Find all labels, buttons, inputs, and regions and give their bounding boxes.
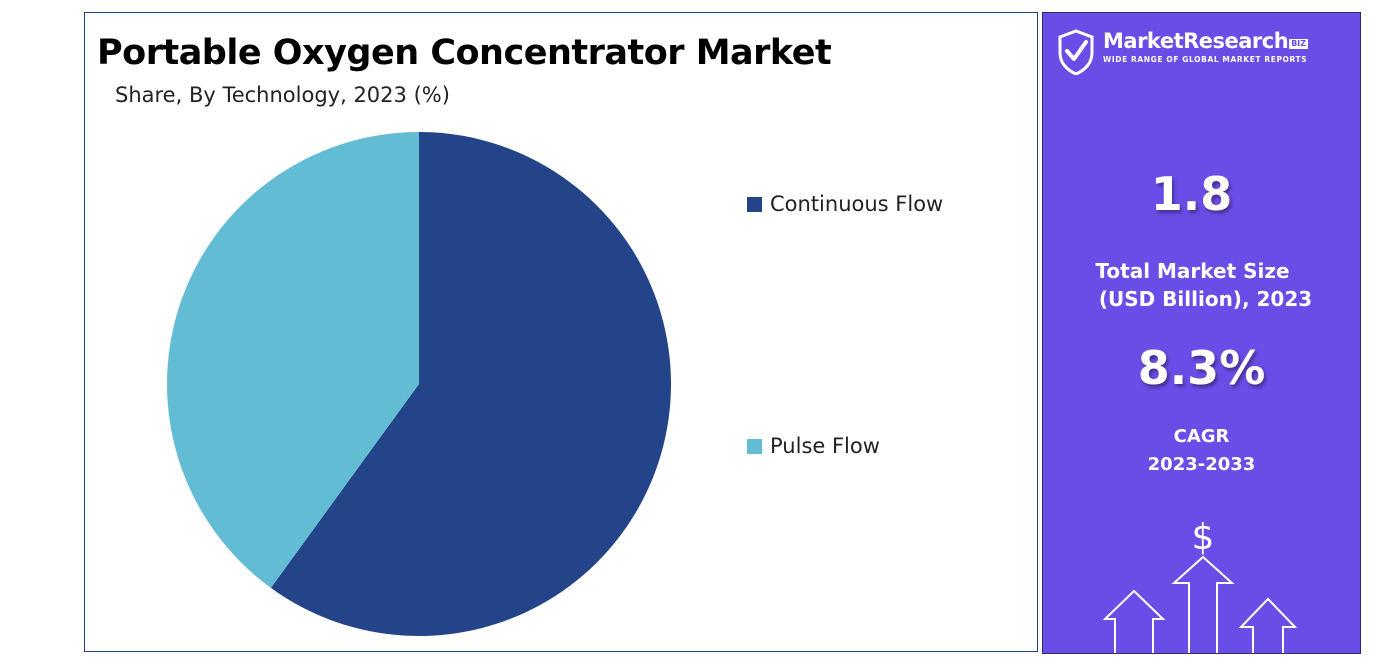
legend-item-continuous-flow: Continuous Flow [747, 189, 943, 219]
market-size-label-line1: Total Market Size [1095, 259, 1290, 283]
pie-slice-continuous-flow [270, 132, 671, 636]
brand-badge: BIZ [1289, 39, 1309, 49]
brand-logo: MarketResearch BIZ WIDE RANGE OF GLOBAL M… [1057, 29, 1309, 75]
chart-subtitle: Share, By Technology, 2023 (%) [115, 83, 450, 107]
brand-tagline: WIDE RANGE OF GLOBAL MARKET REPORTS [1103, 55, 1308, 64]
chart-title: Portable Oxygen Concentrator Market [97, 33, 832, 73]
dollar-growth-arrows-icon: $ [1102, 517, 1298, 653]
legend-swatch-pulse-flow [747, 438, 762, 454]
chart-panel: Portable Oxygen Concentrator Market Shar… [84, 12, 1038, 652]
cagr-label-line2: 2023-2033 [1147, 454, 1256, 475]
market-size-label-line2: (USD Billion), 2023 [1098, 287, 1313, 311]
summary-panel: MarketResearch BIZ WIDE RANGE OF GLOBAL M… [1042, 12, 1361, 654]
cagr-label-line1: CAGR [1173, 426, 1230, 447]
cagr-value: 8.3% [1137, 341, 1266, 395]
chart-legend: Continuous Flow Pulse Flow [747, 189, 943, 461]
dollar-sign: $ [1192, 517, 1215, 558]
brand-name: MarketResearch BIZ [1103, 29, 1309, 53]
market-size-label: Total Market Size (USD Billion), 2023 [1043, 257, 1360, 313]
legend-swatch-continuous-flow [747, 196, 762, 212]
market-size-value: 1.8 [1150, 167, 1233, 221]
checkmark-shield-icon [1058, 29, 1094, 75]
pie-slice-pulse-flow [166, 132, 419, 588]
cagr-label: CAGR 2023-2033 [1043, 423, 1360, 479]
legend-item-pulse-flow: Pulse Flow [747, 431, 943, 461]
legend-label-pulse-flow: Pulse Flow [770, 434, 880, 458]
legend-label-continuous-flow: Continuous Flow [770, 192, 944, 216]
pie-chart [166, 132, 671, 636]
